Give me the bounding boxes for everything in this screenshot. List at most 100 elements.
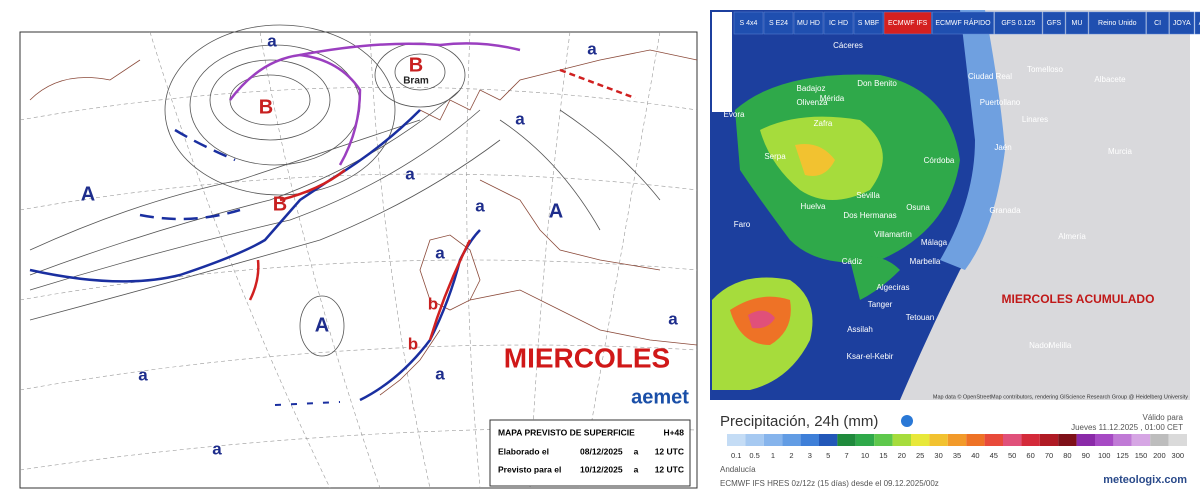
scale-cell bbox=[745, 434, 764, 446]
scale-cell bbox=[782, 434, 801, 446]
scale-label: 20 bbox=[898, 451, 906, 460]
toolbar-button[interactable] bbox=[793, 11, 824, 35]
scale-cell bbox=[1021, 434, 1040, 446]
info-cell: a bbox=[634, 464, 639, 474]
scale-label: 30 bbox=[934, 451, 942, 460]
city-label: Murcia bbox=[1108, 147, 1133, 156]
toolbar-button[interactable] bbox=[1065, 11, 1089, 35]
small-high-label: a bbox=[435, 364, 445, 383]
scale-label: 90 bbox=[1082, 451, 1090, 460]
info-cell: 10/12/2025 bbox=[580, 464, 623, 474]
toolbar-button[interactable] bbox=[1042, 11, 1066, 35]
scale-label: 300 bbox=[1172, 451, 1185, 460]
low-label: B bbox=[259, 96, 273, 118]
scale-label: 1 bbox=[771, 451, 775, 460]
small-high-label: a bbox=[212, 439, 222, 458]
city-label: Villamartín bbox=[874, 230, 912, 239]
scale-label: 100 bbox=[1098, 451, 1111, 460]
scale-label: 5 bbox=[826, 451, 830, 460]
scale-label: 70 bbox=[1045, 451, 1053, 460]
toolbar-label: JOYA bbox=[1173, 20, 1191, 27]
toolbar-button[interactable] bbox=[1194, 11, 1200, 35]
scale-cell bbox=[892, 434, 911, 446]
color-scale: 0.1 0.5 1 2 3 5 7 10 15 20 25 30 35 40 45 50 60 70 80 90 100… bbox=[727, 434, 1187, 460]
small-high-label: a bbox=[267, 31, 277, 50]
scale-cell bbox=[837, 434, 856, 446]
city-label: Puertollano bbox=[980, 98, 1021, 107]
scale-label: 80 bbox=[1063, 451, 1071, 460]
city-label: Albacete bbox=[1094, 75, 1126, 84]
city-label: Granada bbox=[989, 206, 1021, 215]
city-label: Sevilla bbox=[856, 191, 880, 200]
light-precip bbox=[940, 10, 1005, 270]
city-label: Linares bbox=[1022, 115, 1048, 124]
scale-cell bbox=[855, 434, 875, 446]
scale-cell bbox=[1131, 434, 1151, 446]
city-label: Mérida bbox=[820, 94, 845, 103]
scale-label: 150 bbox=[1135, 451, 1148, 460]
small-high-label: a bbox=[138, 365, 148, 384]
high-label: A bbox=[81, 183, 95, 205]
info-icon[interactable] bbox=[901, 415, 913, 427]
toolbar-label: S MBF bbox=[858, 20, 879, 27]
city-label: Nador bbox=[1029, 341, 1051, 350]
model: ECMWF IFS HRES 0z/12z (15 días) desde el… bbox=[720, 479, 939, 488]
city-label: Faro bbox=[734, 220, 751, 229]
scale-label: 25 bbox=[916, 451, 924, 460]
scale-label: 125 bbox=[1116, 451, 1129, 460]
city-label: Jaén bbox=[994, 143, 1011, 152]
city-label: Málaga bbox=[921, 238, 948, 247]
info-box: MAPA PREVISTO DE SUPERFICIE H+48 Elabora… bbox=[489, 419, 691, 487]
scale-label: 0.1 bbox=[731, 451, 741, 460]
small-high-label: a bbox=[435, 243, 445, 262]
toolbar-button[interactable] bbox=[1169, 11, 1195, 35]
info-cell: 08/12/2025 bbox=[580, 446, 623, 456]
small-low-label: b bbox=[408, 334, 418, 353]
map-controls[interactable] bbox=[712, 12, 732, 112]
scale-label: 200 bbox=[1153, 451, 1166, 460]
day-label: MIERCOLES bbox=[504, 342, 670, 373]
scale-cell bbox=[763, 434, 783, 446]
isobars bbox=[29, 24, 661, 357]
city-label: Marbella bbox=[910, 257, 941, 266]
toolbar-button[interactable] bbox=[1088, 11, 1146, 35]
toolbar-button[interactable] bbox=[994, 11, 1043, 35]
scale-label: 0.5 bbox=[749, 451, 759, 460]
city-label: Osuna bbox=[906, 203, 930, 212]
toolbar-button[interactable] bbox=[853, 11, 884, 35]
toolbar-button[interactable] bbox=[763, 11, 794, 35]
toolbar-button[interactable] bbox=[932, 11, 994, 35]
high-label: A bbox=[315, 314, 329, 336]
small-high-label: a bbox=[668, 309, 678, 328]
small-high-label: a bbox=[475, 196, 485, 215]
heavy-precip-core bbox=[748, 310, 775, 329]
info-cell: Previsto para el bbox=[498, 464, 561, 474]
scale-cell bbox=[984, 434, 1003, 446]
scale-cell bbox=[966, 434, 985, 446]
dry-area bbox=[900, 10, 1190, 400]
toolbar-button[interactable] bbox=[823, 11, 854, 35]
info-cell: 12 UTC bbox=[655, 446, 684, 456]
toolbar-label: MU bbox=[1072, 20, 1083, 27]
scale-label: 60 bbox=[1026, 451, 1034, 460]
toolbar-button[interactable] bbox=[1146, 11, 1169, 35]
toolbar-button[interactable] bbox=[733, 11, 764, 35]
toolbar-button[interactable] bbox=[883, 11, 932, 35]
toolbar-label: GFS 0.125 bbox=[1001, 20, 1035, 27]
coastline bbox=[29, 49, 698, 396]
toolbar-label: ACC bbox=[1199, 20, 1200, 27]
city-label: Cádiz bbox=[842, 257, 862, 266]
toolbar-label: ECMWF IFS bbox=[888, 20, 928, 27]
info-box-frame bbox=[489, 419, 691, 487]
scale-cell bbox=[727, 434, 746, 446]
toolbar-label: S E24 bbox=[769, 20, 788, 27]
city-label: Almería bbox=[1058, 232, 1086, 241]
toolbar-label: Reino Unido bbox=[1098, 20, 1137, 27]
scale-label: 45 bbox=[990, 451, 998, 460]
toolbar-label: GFS bbox=[1047, 20, 1062, 27]
city-label: Évora bbox=[724, 110, 745, 119]
toolbar: S 4x4 S E24 MU HD IC HD S MBF ECMWF IFS ECMWF … bbox=[733, 11, 1200, 35]
toolbar-label: ECMWF RÁPIDO bbox=[935, 18, 991, 27]
